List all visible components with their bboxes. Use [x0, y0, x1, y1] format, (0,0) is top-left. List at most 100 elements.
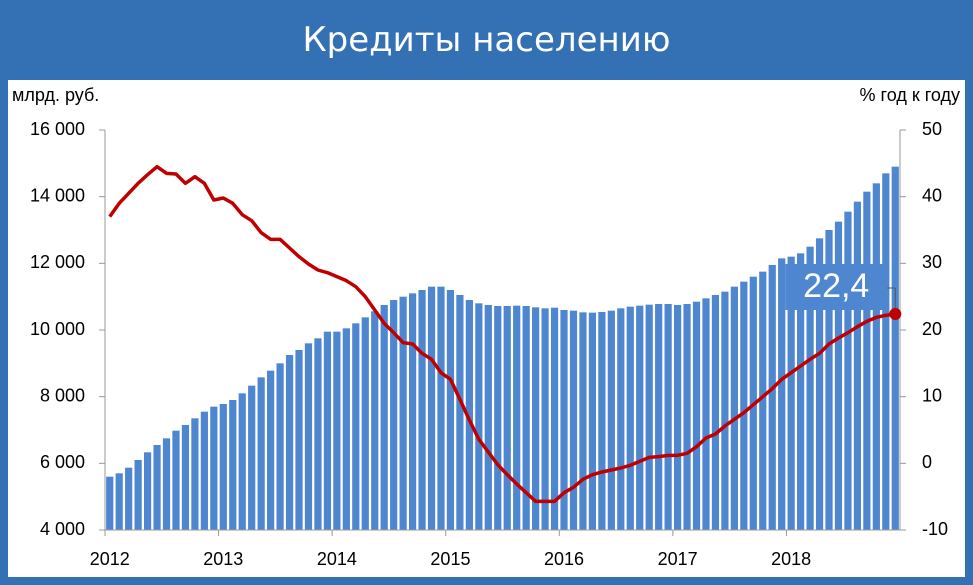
y2-tick-label: 30: [922, 252, 942, 272]
bar: [371, 311, 379, 530]
annotation-box: [785, 264, 888, 310]
bar: [806, 246, 814, 530]
y-tick-label: 8 000: [40, 385, 85, 405]
bar: [219, 404, 227, 530]
bar: [304, 343, 313, 530]
bar: [276, 363, 284, 530]
x-tick-label: 2018: [771, 549, 811, 569]
bar: [181, 425, 190, 530]
bar: [588, 312, 597, 530]
bar: [550, 307, 559, 530]
bar: [626, 306, 634, 530]
bar: [882, 173, 890, 530]
bar: [437, 286, 445, 530]
bar: [125, 467, 133, 530]
bar: [692, 301, 701, 530]
bar: [863, 191, 871, 530]
bar: [853, 201, 862, 530]
y2-tick-label: 20: [922, 319, 942, 339]
bar: [494, 306, 502, 530]
bar: [465, 300, 473, 530]
bar: [134, 460, 142, 530]
bar: [787, 256, 795, 530]
y-tick-label: 4 000: [40, 519, 85, 539]
bar: [778, 258, 786, 530]
bar: [541, 308, 549, 530]
chart-title: Кредиты населению: [302, 20, 671, 60]
point: [889, 308, 902, 320]
x-tick-label: 2014: [317, 549, 357, 569]
bar: [153, 445, 161, 530]
bar: [513, 305, 521, 530]
x-tick-label: 2017: [658, 549, 698, 569]
bar: [702, 298, 710, 530]
bar: [673, 305, 682, 530]
bar: [408, 293, 417, 530]
x-tick-label: 2013: [203, 549, 243, 569]
bar: [267, 370, 275, 530]
bar: [797, 253, 805, 531]
bar: [872, 183, 880, 530]
bar: [617, 308, 625, 530]
bar: [162, 438, 171, 530]
line: [108, 164, 896, 504]
bar: [891, 166, 899, 530]
bar: [238, 393, 246, 530]
bar: [532, 307, 540, 530]
value-label: 22,4: [803, 267, 869, 305]
bar: [380, 305, 388, 530]
bar: [834, 221, 843, 530]
bar: [427, 286, 436, 530]
y-axis-label: млрд. руб.: [12, 85, 99, 105]
bar: [333, 331, 341, 530]
bar: [522, 306, 530, 530]
y2-axis-label: % год к году: [860, 85, 960, 105]
bar: [106, 476, 114, 530]
y-tick-label: 10 000: [30, 319, 85, 339]
bar: [730, 286, 738, 530]
bar: [711, 295, 720, 530]
bar: [200, 411, 208, 530]
bar: [143, 452, 152, 530]
bar: [210, 406, 218, 530]
y2-tick-label: 0: [922, 452, 932, 472]
bar: [191, 418, 199, 530]
bar: [740, 281, 748, 530]
y-tick-label: 16 000: [30, 119, 85, 139]
bar: [598, 312, 606, 530]
bar: [115, 473, 123, 530]
bar: [655, 304, 663, 530]
y2-tick-label: 50: [922, 119, 942, 139]
bar: [323, 331, 332, 530]
bar: [844, 211, 852, 530]
bar: [579, 312, 587, 530]
y2-tick-label: 10: [922, 385, 942, 405]
chart: млрд. руб. % год к году 4 000 6 000 8 000 1…: [8, 80, 965, 577]
bar: [721, 291, 729, 530]
x-tick-label: 2016: [544, 549, 584, 569]
y2-tick-label: 40: [922, 185, 942, 205]
bar: [285, 355, 294, 530]
bar: [248, 385, 256, 530]
y-tick-label: 14 000: [30, 185, 85, 205]
bar: [759, 271, 767, 530]
bar: [683, 304, 691, 530]
bar: [229, 400, 237, 530]
bar: [390, 300, 398, 530]
bar: [172, 430, 180, 530]
bar: [475, 303, 483, 530]
bar: [768, 265, 776, 530]
bar: [569, 310, 578, 530]
bar: [607, 310, 615, 530]
x-tick-label: 2015: [430, 549, 470, 569]
bar: [418, 290, 426, 530]
bar: [295, 350, 303, 530]
bar: [314, 338, 322, 530]
y2-tick-label: -10: [922, 519, 948, 539]
bar: [361, 317, 369, 530]
bar: [399, 296, 407, 530]
x-tick-label: 2012: [90, 549, 130, 569]
y-tick-label: 6 000: [40, 452, 85, 472]
bar: [456, 295, 464, 530]
